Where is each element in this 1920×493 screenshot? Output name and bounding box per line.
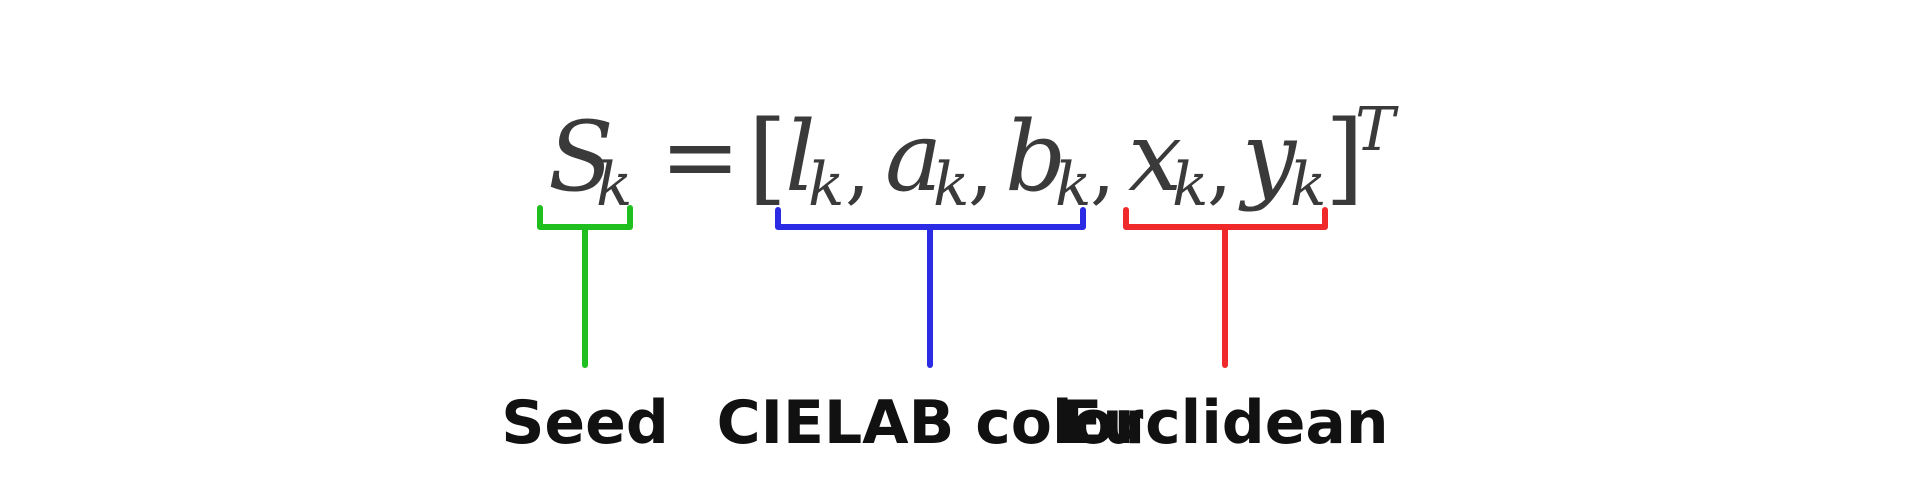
cielab-bracket [775, 207, 1086, 368]
comma-4: , [1207, 121, 1232, 214]
transpose-superscript: T [1355, 95, 1399, 165]
term-y-symbol: y [1238, 101, 1298, 213]
term-x-subscript: k [1172, 150, 1208, 220]
term-y-subscript: k [1290, 150, 1326, 220]
comma-3: , [1090, 121, 1115, 214]
open-bracket: [ [748, 99, 787, 216]
seed-label: Seed [501, 388, 669, 458]
lhs-subscript: k [596, 150, 632, 220]
formula: S k = [ l k , a k , b k , x k , y k ] T [548, 95, 1399, 220]
term-a-subscript: k [933, 150, 969, 220]
cielab-label: CIELAB color [717, 388, 1144, 458]
seed-bracket [537, 205, 633, 368]
comma-2: , [968, 121, 993, 214]
equals-sign: = [660, 101, 740, 213]
term-l-symbol: l [785, 101, 816, 213]
term-a-symbol: a [885, 101, 942, 213]
euclidean-label: Euclidean [1061, 388, 1388, 458]
term-l-subscript: k [808, 150, 844, 220]
euclidean-bracket [1123, 207, 1328, 368]
close-bracket: ] [1325, 99, 1364, 216]
comma-1: , [845, 121, 870, 214]
term-b-symbol: b [1005, 101, 1066, 213]
term-x-symbol: x [1128, 101, 1182, 213]
lhs-symbol: S [548, 101, 614, 213]
